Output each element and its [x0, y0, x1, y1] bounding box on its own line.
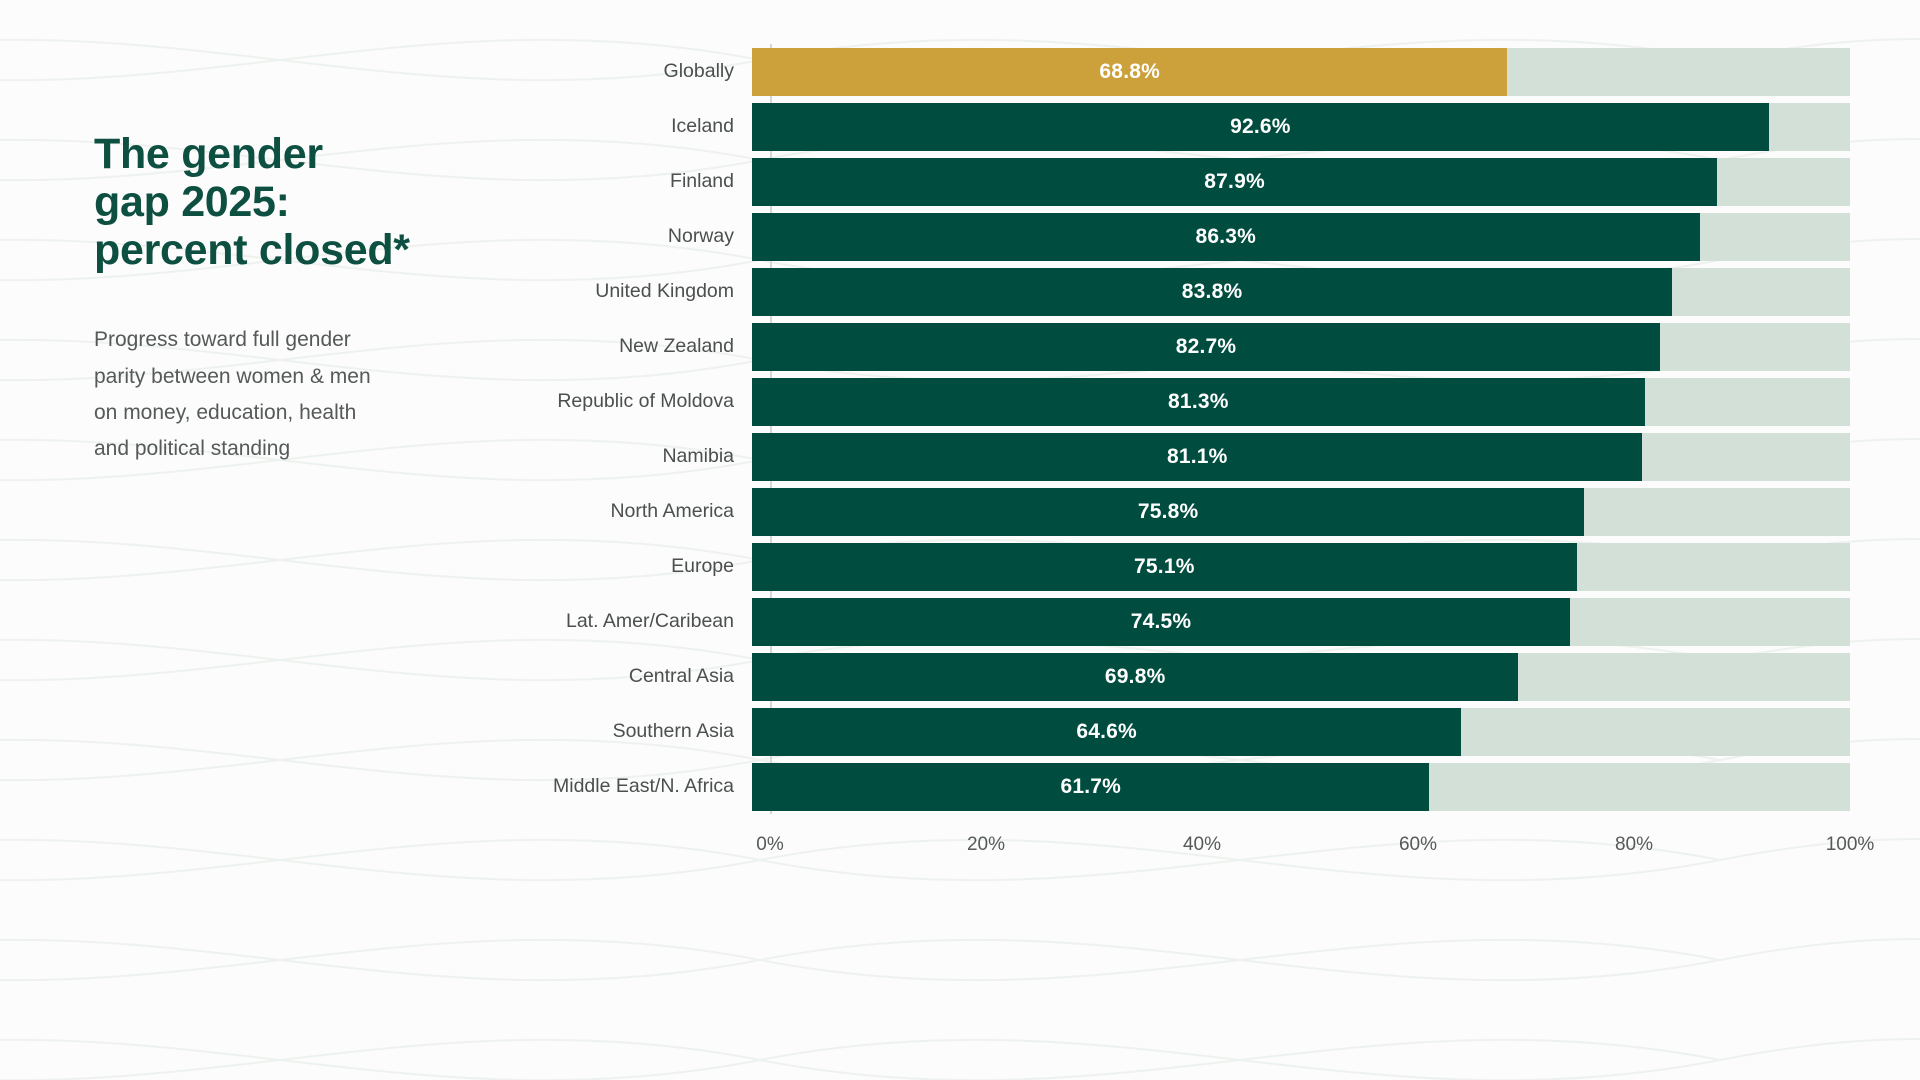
bar-track-wrapper: 87.9% — [752, 157, 1850, 206]
category-label: Globally — [663, 60, 734, 82]
bar-fill — [752, 597, 1570, 646]
gender-gap-bar-chart: Globally 68.8% Iceland 92.6% Finland 87.9% Nor… — [520, 44, 1874, 1004]
chart-row: Globally 68.8% — [520, 44, 1850, 99]
category-label: Republic of Moldova — [557, 390, 734, 412]
intro-panel: The gender gap 2025: percent closed* Pro… — [94, 130, 494, 467]
chart-row: New Zealand 82.7% — [520, 319, 1850, 374]
chart-row: Southern Asia 64.6% — [520, 704, 1850, 759]
chart-row: Middle East/N. Africa 61.7% — [520, 759, 1850, 814]
category-label: United Kingdom — [595, 280, 734, 302]
chart-row: Central Asia 69.8% — [520, 649, 1850, 704]
bar-track-wrapper: 61.7% — [752, 762, 1850, 811]
x-axis-tick: 80% — [1614, 834, 1654, 855]
bar-fill — [752, 487, 1585, 536]
bar-track-wrapper: 82.7% — [752, 322, 1850, 371]
bar-value-label: 68.8% — [1099, 59, 1160, 83]
category-label: Namibia — [662, 445, 734, 467]
bar-value-label: 82.7% — [1175, 334, 1237, 358]
chart-row: United Kingdom 83.8% — [520, 264, 1850, 319]
chart-rows: Globally 68.8% Iceland 92.6% Finland 87.9% Nor… — [520, 44, 1850, 814]
chart-row: Finland 87.9% — [520, 154, 1850, 209]
category-label: Europe — [671, 555, 734, 577]
x-axis-tick: 60% — [1398, 834, 1438, 855]
category-label: Iceland — [671, 115, 734, 137]
page-subtitle: Progress toward full gender parity betwe… — [94, 328, 371, 460]
chart-row: Norway 86.3% — [520, 209, 1850, 264]
chart-row: Namibia 81.1% — [520, 429, 1850, 484]
x-axis-tick: 100% — [1825, 834, 1875, 855]
bar-value-label: 69.8% — [1104, 664, 1166, 688]
category-label: Norway — [667, 225, 734, 247]
bar-track-wrapper: 81.3% — [752, 377, 1850, 426]
bar-track-wrapper: 75.8% — [752, 487, 1850, 536]
category-label: Central Asia — [628, 665, 734, 687]
x-axis: 0% 20% 40% 60% 80% 100% — [756, 834, 1874, 874]
category-label: Finland — [670, 170, 734, 192]
bar-track-wrapper: 64.6% — [752, 707, 1850, 756]
category-label: North America — [610, 500, 734, 522]
bar-track-wrapper: 74.5% — [752, 597, 1850, 646]
bar-value-label: 75.1% — [1134, 554, 1195, 578]
bar-track-wrapper: 92.6% — [752, 102, 1850, 151]
bar-value-label: 81.3% — [1168, 389, 1229, 413]
category-label: New Zealand — [619, 335, 734, 357]
category-label: Middle East/N. Africa — [553, 775, 734, 797]
chart-row: Republic of Moldova 81.3% — [520, 374, 1850, 429]
bar-value-label: 83.8% — [1181, 279, 1243, 303]
category-label: Southern Asia — [612, 720, 734, 742]
bar-value-label: 61.7% — [1060, 774, 1121, 798]
category-label: Lat. Amer/Caribean — [565, 610, 734, 632]
chart-row: Lat. Amer/Caribean 74.5% — [520, 594, 1850, 649]
bar-track-wrapper: 69.8% — [752, 652, 1850, 701]
bar-value-label: 74.5% — [1130, 609, 1192, 633]
bar-track-wrapper: 75.1% — [752, 542, 1850, 591]
x-axis-tick: 0% — [756, 834, 784, 855]
bar-value-label: 81.1% — [1166, 444, 1228, 468]
page-title: The gender gap 2025: percent closed* — [94, 130, 410, 275]
x-axis-tick: 20% — [966, 834, 1006, 855]
chart-row: Iceland 92.6% — [520, 99, 1850, 154]
bar-value-label: 92.6% — [1230, 114, 1291, 138]
chart-row: North America 75.8% — [520, 484, 1850, 539]
bar-fill — [752, 377, 1645, 426]
bar-value-label: 75.8% — [1137, 499, 1199, 523]
bar-value-label: 64.6% — [1076, 719, 1137, 743]
chart-row: Europe 75.1% — [520, 539, 1850, 594]
bar-track-wrapper: 86.3% — [752, 212, 1850, 261]
bar-track-wrapper: 81.1% — [752, 432, 1850, 481]
x-axis-tick: 40% — [1182, 834, 1222, 855]
bar-track-wrapper: 68.8% — [752, 47, 1850, 96]
bar-value-label: 87.9% — [1204, 169, 1265, 193]
bar-track-wrapper: 83.8% — [752, 267, 1850, 316]
bar-value-label: 86.3% — [1195, 224, 1257, 248]
value-axis-line — [770, 44, 772, 814]
